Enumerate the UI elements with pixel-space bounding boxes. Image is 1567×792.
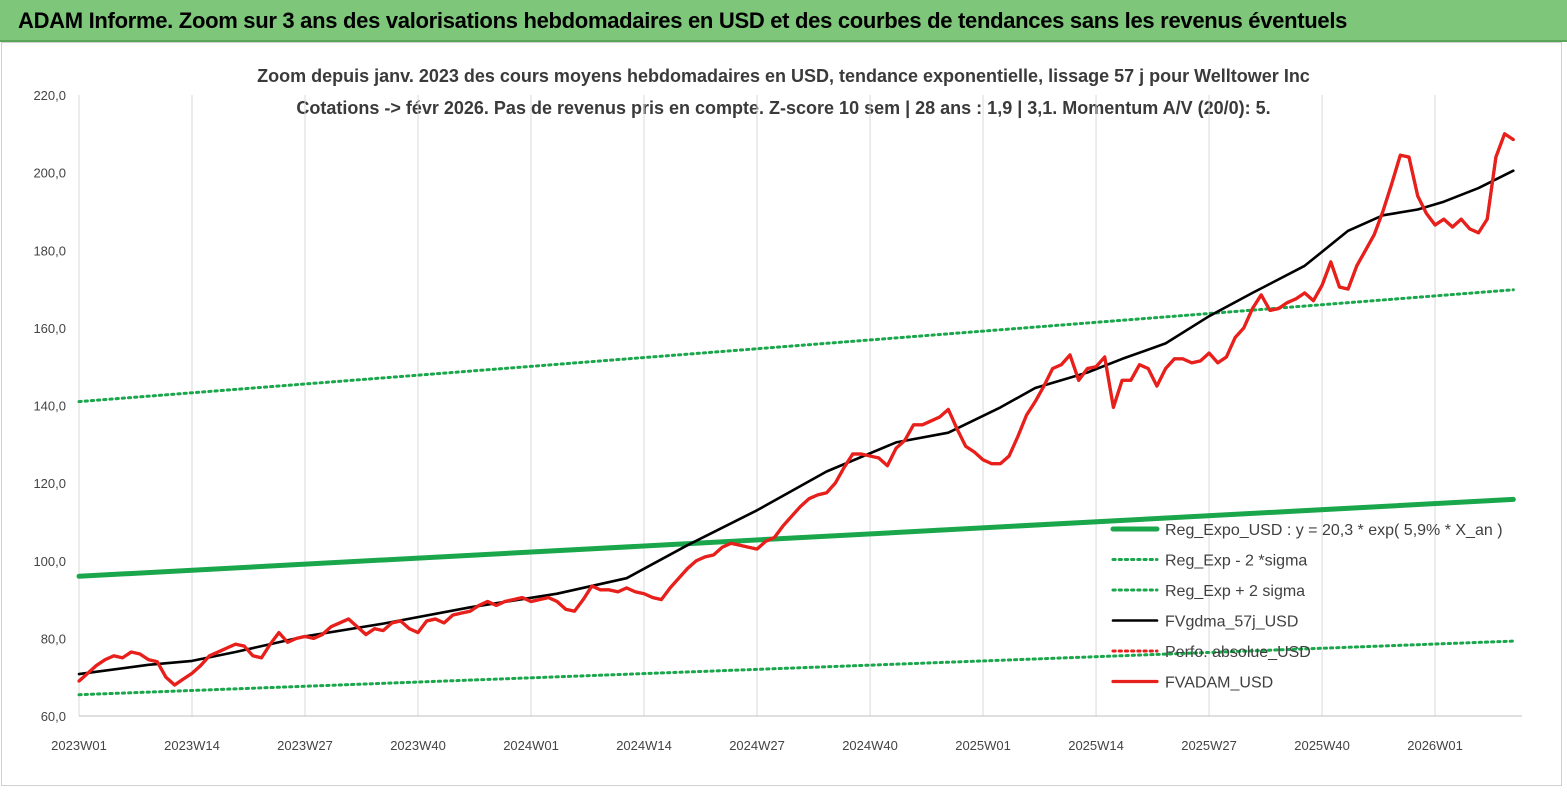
legend-label: FVADAM_USD [1165,675,1273,692]
x-tick-label: 2023W14 [164,738,220,753]
y-tick-label: 180,0 [33,243,66,258]
x-tick-label: 2025W40 [1294,738,1350,753]
x-tick-label: 2023W27 [277,738,333,753]
x-tick-label: 2024W14 [616,738,672,753]
x-tick-label: 2024W01 [503,738,559,753]
legend-label: Reg_Exp - 2 *sigma [1165,553,1307,570]
report-banner: ADAM Informe. Zoom sur 3 ans des valoris… [0,0,1567,42]
x-tick-label: 2023W01 [51,738,107,753]
x-tick-label: 2025W27 [1181,738,1237,753]
y-tick-label: 120,0 [33,476,66,491]
legend-label: Reg_Expo_USD : y = 20,3 * exp( 5,9% * X_… [1165,522,1503,539]
series-line-reg-expo-usd-y-20-3-exp-5-9-x-an [76,496,1516,579]
series-line-fvadam-usd [77,132,1515,687]
legend-label: Perfo. absolue_USD [1165,644,1311,661]
series-line-fvadam-usd-top [77,132,1515,687]
y-tick-label: 160,0 [33,321,66,336]
y-tick-label: 60,0 [41,709,66,724]
y-tick-label: 140,0 [33,399,66,414]
series-line-reg-exp-2-sigma [77,639,1515,697]
x-tick-label: 2023W40 [390,738,446,753]
x-tick-label: 2024W40 [842,738,898,753]
series-line-reg-exp-2-sigma [77,288,1515,404]
chart-title: Zoom depuis janv. 2023 des cours moyens … [257,66,1310,86]
y-tick-label: 200,0 [33,166,66,181]
x-tick-label: 2026W01 [1407,738,1463,753]
x-tick-label: 2025W01 [955,738,1011,753]
x-tick-label: 2024W27 [729,738,785,753]
chart-frame [1,42,1562,786]
legend-label: FVgdma_57j_USD [1165,614,1298,631]
report-title: ADAM Informe. Zoom sur 3 ans des valoris… [18,8,1348,33]
x-tick-label: 2025W14 [1068,738,1124,753]
y-tick-label: 220,0 [33,88,66,103]
chart-subtitle: Cotations -> févr 2026. Pas de revenus p… [296,98,1271,118]
y-tick-label: 100,0 [33,554,66,569]
legend-label: Reg_Exp + 2 sigma [1165,583,1305,600]
y-tick-label: 80,0 [41,631,66,646]
series-line-fvgdma-57j-usd [77,169,1515,676]
